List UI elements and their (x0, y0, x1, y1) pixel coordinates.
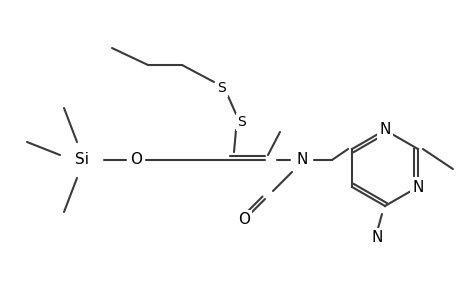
Text: S: S (217, 81, 226, 95)
Text: Si: Si (75, 152, 89, 167)
Text: N: N (370, 230, 382, 245)
Text: O: O (130, 152, 142, 167)
Text: S: S (237, 115, 246, 129)
Text: N: N (296, 152, 307, 167)
Text: N: N (411, 179, 423, 194)
Text: N: N (379, 122, 390, 137)
Text: O: O (237, 212, 249, 227)
